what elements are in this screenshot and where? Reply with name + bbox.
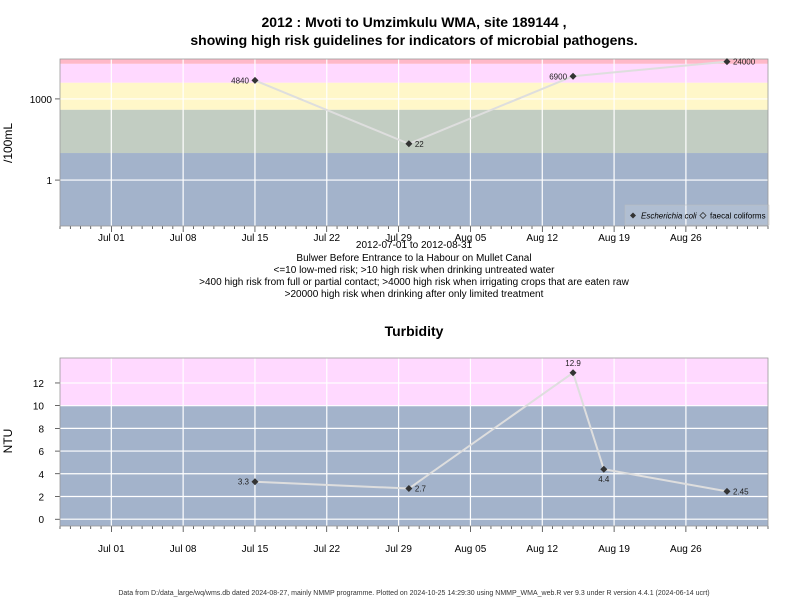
legend-ecoli-marker — [630, 212, 636, 219]
chart2-x-tick-label: Jul 01 — [98, 544, 125, 555]
chart2-y-tick-label: 8 — [38, 424, 44, 435]
chart1-y-tick-label: 1 — [46, 176, 52, 187]
chart2-data-point — [723, 487, 731, 495]
chart1-x-tick-label: Aug 12 — [526, 233, 558, 244]
chart1-x-tick-label: Jul 15 — [242, 233, 269, 244]
chart1-plot-area: 1 1000 Jul 01 Jul 08 Jul 15 Jul 22 Jul 29 Aug 0… — [30, 58, 769, 244]
chart1-data-point — [405, 140, 413, 148]
chart2-plot-area: 0 2 4 6 8 10 12 Jul 01 Jul 08 Jul 15 Jul 22 Jul 29 A… — [33, 357, 769, 555]
chart2-risk-band-1 — [60, 358, 768, 406]
chart2-data-label: 12.9 — [565, 359, 581, 368]
chart1-risk-band-4 — [60, 59, 768, 64]
chart2-data-label: 2.45 — [733, 487, 749, 496]
chart1-risk-band-2 — [60, 82, 768, 110]
chart1-series-line — [254, 60, 728, 145]
chart1-risk-band-3 — [60, 63, 768, 83]
chart2-y-tick-label: 2 — [38, 492, 44, 503]
chart2-data-point — [569, 369, 577, 377]
chart2-x-tick-label: Jul 29 — [385, 544, 412, 555]
chart1-x-tick-label: Jul 22 — [313, 233, 340, 244]
chart2-risk-band-0 — [60, 405, 768, 526]
chart1-x-tick-label: Aug 05 — [455, 233, 487, 244]
chart1-x-tick-label: Aug 26 — [670, 233, 702, 244]
chart2-plot-frame — [59, 357, 769, 527]
chart2-x-tick-label: Aug 12 — [526, 544, 558, 555]
chart2-data-point — [251, 478, 259, 486]
chart1-risk-band-0 — [60, 153, 768, 226]
chart1-caption-line5: >20000 high risk when drinking after onl… — [285, 289, 544, 300]
footer-note: Data from D:/data_large/wq/wms.db dated … — [118, 590, 709, 597]
chart1-data-label: 6900 — [549, 72, 567, 81]
chart2-x-tick-label: Jul 15 — [242, 544, 269, 555]
chart1-title-line1: 2012 : Mvoti to Umzimkulu WMA, site 1891… — [262, 14, 567, 30]
chart2-y-tick-label: 0 — [38, 515, 44, 526]
chart2-data-label: 3.3 — [238, 478, 250, 487]
chart1-x-tick-label: Jul 01 — [98, 233, 125, 244]
chart2-y-tick-label: 4 — [38, 470, 44, 481]
legend-faecal-label: faecal coliforms — [710, 212, 766, 221]
chart1-title-line2: showing high risk guidelines for indicat… — [190, 32, 637, 48]
chart2-x-tick-label: Aug 26 — [670, 544, 702, 555]
chart1-data-label: 24000 — [733, 58, 756, 67]
chart2-x-tick-label: Jul 08 — [170, 544, 197, 555]
chart2-data-point — [600, 465, 608, 473]
chart1-caption-line3: <=10 low-med risk; >10 high risk when dr… — [274, 265, 556, 276]
chart2-y-tick-label: 12 — [33, 379, 45, 390]
chart1-ylabel: /100mL — [1, 123, 15, 163]
chart1-x-tick-label: Jul 08 — [170, 233, 197, 244]
chart1-legend-box — [624, 204, 770, 226]
chart1-data-point — [251, 76, 259, 84]
chart2-data-label: 4.4 — [598, 475, 610, 484]
legend-ecoli-label: Escherichia coli — [641, 212, 697, 221]
chart1-data-point — [723, 58, 731, 66]
legend-faecal-marker — [699, 211, 707, 220]
chart1-caption-line1: 2012-07-01 to 2012-08-31 — [356, 240, 473, 251]
chart1-caption-line2: Bulwer Before Entrance to la Habour on M… — [296, 253, 531, 264]
chart1-x-tick-label: Jul 29 — [385, 233, 412, 244]
chart1-legend: Escherichia coli faecal coliforms — [624, 204, 770, 226]
chart1-caption-line4: >400 high risk from full or partial cont… — [199, 277, 629, 288]
chart2-y-tick-label: 6 — [38, 447, 44, 458]
chart2-ylabel: NTU — [1, 429, 15, 454]
chart1-plot-frame — [59, 58, 769, 227]
chart2-data-label: 2.7 — [415, 485, 427, 494]
chart1-y-tick-label: 1000 — [30, 95, 53, 106]
chart2-x-tick-label: Aug 05 — [455, 544, 487, 555]
chart2-title: Turbidity — [385, 323, 444, 339]
chart1-risk-band-1 — [60, 109, 768, 154]
chart1-data-point — [569, 72, 577, 80]
chart2-data-point — [405, 485, 413, 493]
chart1-data-label: 22 — [415, 140, 424, 149]
chart2-y-tick-label: 10 — [33, 402, 45, 413]
chart2-x-tick-label: Jul 22 — [313, 544, 340, 555]
chart2-x-tick-label: Aug 19 — [598, 544, 630, 555]
chart1-x-tick-label: Aug 19 — [598, 233, 630, 244]
chart1-data-label: 4840 — [231, 76, 249, 85]
